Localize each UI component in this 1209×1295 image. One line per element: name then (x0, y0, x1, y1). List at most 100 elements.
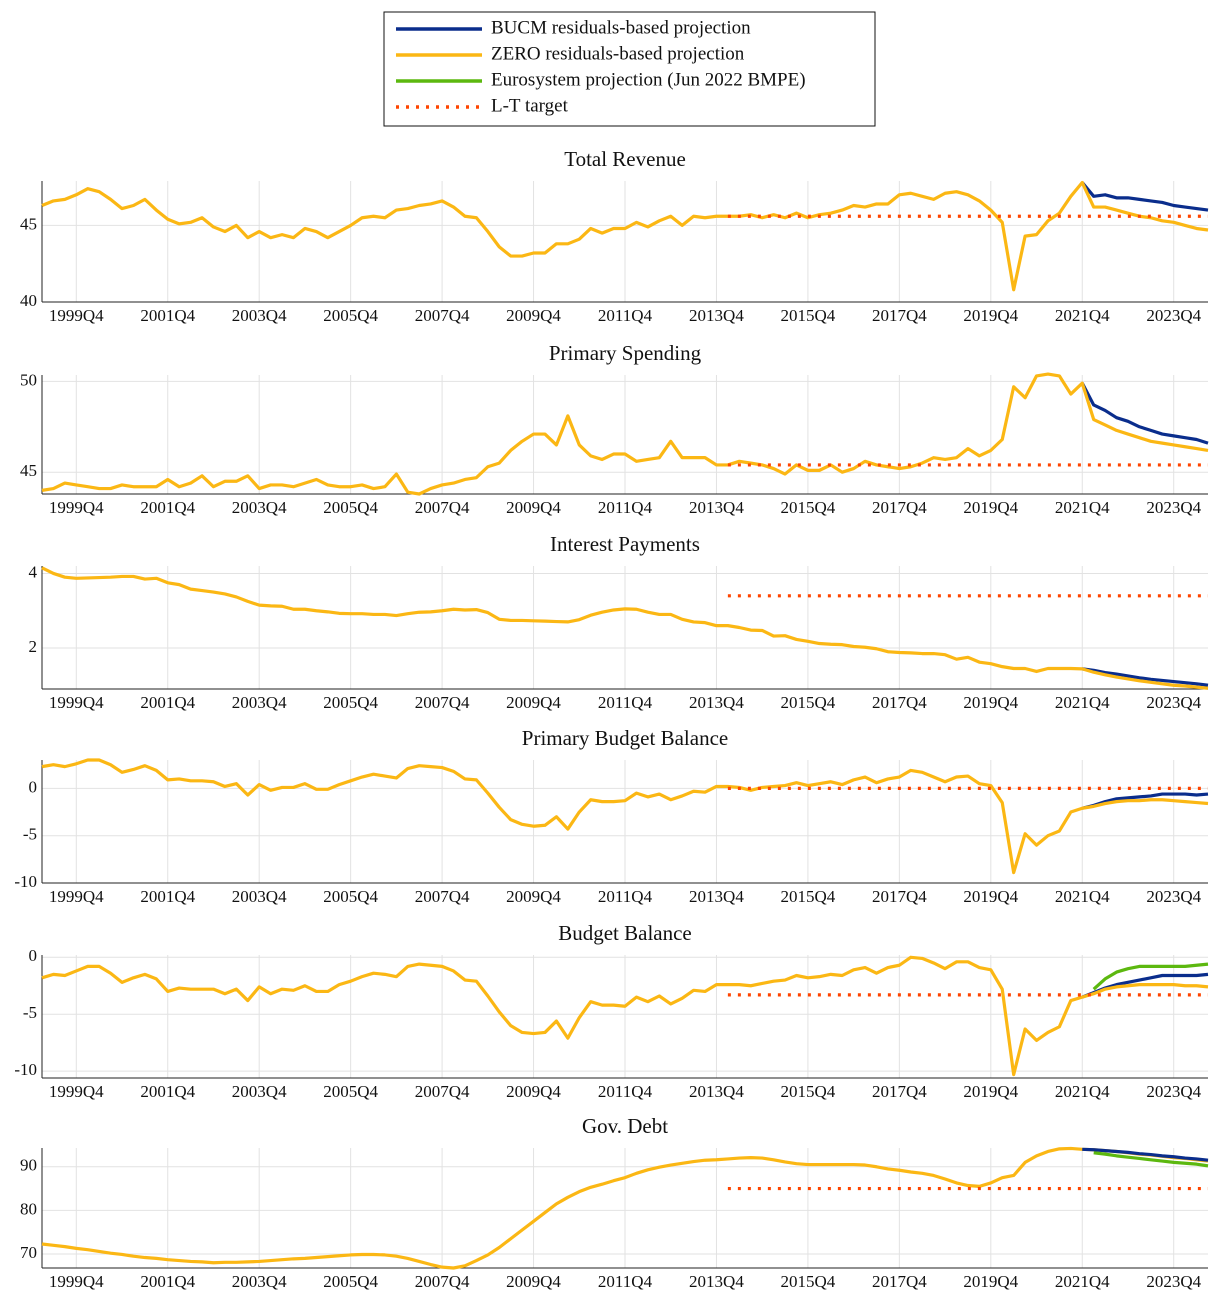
y-tick-label: 50 (20, 370, 37, 389)
y-tick-label: -5 (23, 1003, 37, 1022)
x-tick-label: 1999Q4 (49, 1082, 104, 1101)
x-tick-label: 2017Q4 (872, 1082, 927, 1101)
y-tick-label: 90 (20, 1156, 37, 1175)
x-tick-label: 2007Q4 (415, 1082, 470, 1101)
x-tick-label: 2001Q4 (140, 498, 195, 517)
x-tick-label: 2007Q4 (415, 693, 470, 712)
x-tick-label: 2023Q4 (1146, 1082, 1201, 1101)
y-tick-label: 2 (29, 637, 38, 656)
x-tick-label: 2003Q4 (232, 498, 287, 517)
panel-title: Budget Balance (558, 921, 692, 945)
x-tick-label: 2017Q4 (872, 306, 927, 325)
x-tick-label: 2023Q4 (1146, 1272, 1201, 1291)
series-line (41, 1146, 1209, 1270)
x-tick-label: 2021Q4 (1055, 887, 1110, 906)
x-tick-label: 2009Q4 (506, 887, 561, 906)
x-tick-label: 2023Q4 (1146, 693, 1201, 712)
x-tick-label: 2003Q4 (232, 1082, 287, 1101)
x-tick-label: 2019Q4 (963, 498, 1018, 517)
y-tick-label: 0 (29, 777, 38, 796)
x-tick-label: 2001Q4 (140, 1272, 195, 1291)
legend-label: ZERO residuals-based projection (491, 43, 745, 64)
y-tick-label: -5 (23, 825, 37, 844)
x-tick-label: 2017Q4 (872, 498, 927, 517)
x-tick-label: 2019Q4 (963, 1272, 1018, 1291)
x-tick-label: 2005Q4 (323, 498, 378, 517)
legend-label: L-T target (491, 95, 569, 116)
x-tick-label: 2007Q4 (415, 306, 470, 325)
panel-title: Total Revenue (564, 147, 686, 171)
y-tick-label: 45 (20, 214, 37, 233)
series-line (1080, 382, 1209, 445)
x-tick-label: 2017Q4 (872, 887, 927, 906)
x-tick-label: 1999Q4 (49, 498, 104, 517)
x-tick-label: 2015Q4 (781, 1082, 836, 1101)
panel-title: Interest Payments (550, 532, 700, 556)
x-tick-label: 2021Q4 (1055, 306, 1110, 325)
x-tick-label: 2019Q4 (963, 887, 1018, 906)
x-tick-label: 2017Q4 (872, 1272, 927, 1291)
x-tick-label: 2005Q4 (323, 1272, 378, 1291)
x-tick-label: 2011Q4 (598, 306, 653, 325)
series-line (1081, 792, 1209, 810)
x-tick-label: 2015Q4 (781, 1272, 836, 1291)
x-tick-label: 2013Q4 (689, 306, 744, 325)
x-tick-label: 2005Q4 (323, 887, 378, 906)
x-tick-label: 2019Q4 (963, 306, 1018, 325)
x-tick-label: 1999Q4 (49, 1272, 104, 1291)
x-tick-label: 2023Q4 (1146, 887, 1201, 906)
x-tick-label: 2007Q4 (415, 887, 470, 906)
y-tick-label: 4 (29, 562, 38, 581)
x-tick-label: 2021Q4 (1055, 693, 1110, 712)
x-tick-label: 2001Q4 (140, 887, 195, 906)
x-tick-label: 2009Q4 (506, 1082, 561, 1101)
x-tick-label: 2007Q4 (415, 1272, 470, 1291)
series-line (41, 758, 1209, 875)
y-tick-label: -10 (14, 1060, 37, 1079)
x-tick-label: 2009Q4 (506, 306, 561, 325)
x-tick-label: 2009Q4 (506, 1272, 561, 1291)
x-tick-label: 2015Q4 (781, 887, 836, 906)
x-tick-label: 2019Q4 (963, 693, 1018, 712)
x-tick-label: 2011Q4 (598, 1082, 653, 1101)
series-line (41, 372, 1209, 496)
x-tick-label: 2003Q4 (232, 306, 287, 325)
x-tick-label: 2013Q4 (689, 887, 744, 906)
x-tick-label: 2023Q4 (1146, 498, 1201, 517)
x-tick-label: 2017Q4 (872, 693, 927, 712)
x-tick-label: 2001Q4 (140, 1082, 195, 1101)
x-tick-label: 2001Q4 (140, 693, 195, 712)
series-line (41, 955, 1209, 1077)
y-tick-label: 70 (20, 1243, 37, 1262)
x-tick-label: 2011Q4 (598, 693, 653, 712)
y-tick-label: -10 (14, 872, 37, 891)
x-tick-label: 2011Q4 (598, 498, 653, 517)
y-tick-label: 45 (20, 461, 37, 480)
x-tick-label: 1999Q4 (49, 693, 104, 712)
x-tick-label: 2011Q4 (598, 887, 653, 906)
panel-title: Primary Budget Balance (522, 726, 728, 750)
legend-box (383, 11, 876, 127)
series-line (1093, 1151, 1209, 1168)
series-line (41, 566, 1209, 690)
x-tick-label: 1999Q4 (49, 887, 104, 906)
x-tick-label: 2013Q4 (689, 693, 744, 712)
x-tick-label: 2009Q4 (506, 693, 561, 712)
x-tick-label: 2009Q4 (506, 498, 561, 517)
panel-title: Gov. Debt (582, 1114, 668, 1138)
x-tick-label: 2021Q4 (1055, 498, 1110, 517)
x-tick-label: 2011Q4 (598, 1272, 653, 1291)
x-tick-label: 2003Q4 (232, 693, 287, 712)
x-tick-label: 2019Q4 (963, 1082, 1018, 1101)
x-tick-label: 2013Q4 (689, 1082, 744, 1101)
x-tick-label: 2007Q4 (415, 498, 470, 517)
x-tick-label: 2013Q4 (689, 1272, 744, 1291)
x-tick-label: 2015Q4 (781, 306, 836, 325)
series-line (41, 180, 1209, 292)
series-line (1082, 1147, 1209, 1162)
panel-title: Primary Spending (549, 341, 702, 365)
x-tick-label: 2005Q4 (323, 693, 378, 712)
x-tick-label: 1999Q4 (49, 306, 104, 325)
x-tick-label: 2021Q4 (1055, 1272, 1110, 1291)
x-tick-label: 2013Q4 (689, 498, 744, 517)
